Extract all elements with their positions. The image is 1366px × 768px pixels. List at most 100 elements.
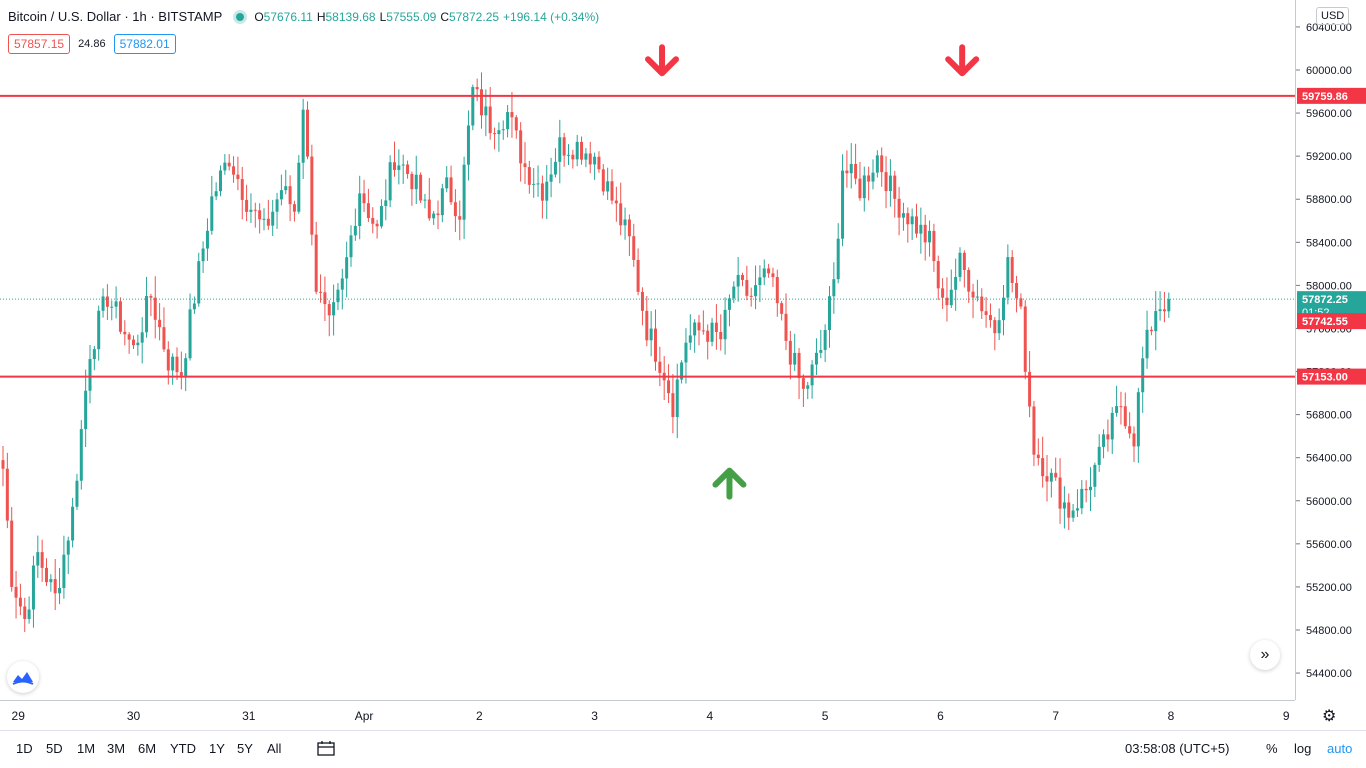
candle-body (1106, 434, 1110, 440)
candle-body (1089, 486, 1092, 491)
timeframe-5y[interactable]: 5Y (237, 741, 253, 756)
timeframe-1y[interactable]: 1Y (209, 741, 225, 756)
candle-body (192, 303, 196, 310)
candle-body (532, 183, 536, 185)
candle-body (62, 554, 66, 589)
candle-body (1045, 476, 1049, 482)
candle-body (671, 393, 675, 418)
candle-body (423, 199, 427, 201)
candle-body (262, 218, 266, 220)
date-range-icon[interactable] (317, 741, 335, 757)
candle-body (1162, 309, 1166, 312)
candle-body (754, 285, 758, 297)
candle-body (166, 349, 170, 371)
price-axis[interactable]: 54400.00 54800.00 55200.00 55600.00 56000.00… (1295, 0, 1366, 700)
price-tick-label: 58800.00 (1306, 194, 1352, 206)
price-tick-label: 58000.00 (1306, 280, 1352, 292)
spread-value: 24.86 (78, 38, 106, 50)
candle-body (249, 209, 253, 212)
candle-body (175, 356, 179, 373)
log-scale-toggle[interactable]: log (1294, 741, 1312, 756)
candle-body (619, 203, 623, 226)
candlestick-chart[interactable] (0, 0, 1295, 700)
candle-body (658, 361, 662, 373)
tradingview-logo-icon[interactable] (7, 661, 39, 693)
candle-body (954, 276, 958, 290)
candle-body (545, 181, 549, 201)
candle-body (388, 162, 392, 201)
candle-body (31, 565, 35, 610)
candle-body (336, 289, 340, 303)
arrow-down-icon-1 (645, 44, 680, 77)
candle-body (771, 273, 775, 278)
candle-body (915, 216, 918, 234)
candle-body (158, 319, 162, 328)
candle-body (253, 209, 257, 211)
timeframe-1d[interactable]: 1D (16, 741, 33, 756)
candle-body (749, 295, 753, 297)
candle-body (288, 186, 292, 205)
buy-price-button[interactable]: 57882.01 (113, 34, 176, 54)
candle-body (627, 219, 631, 237)
level-price-label-1-bg (1297, 87, 1366, 104)
candle-body (445, 177, 449, 189)
candle-body (536, 183, 540, 185)
candle-body (823, 330, 827, 350)
auto-scale-toggle[interactable]: auto (1327, 741, 1353, 756)
candle-body (501, 129, 505, 131)
timeframe-all[interactable]: All (267, 741, 282, 756)
candle-body (841, 170, 845, 239)
price-tick-label: 54800.00 (1306, 625, 1352, 637)
candle-body (79, 429, 83, 481)
settings-gear-icon[interactable]: ⚙ (1322, 708, 1337, 725)
clock-timezone[interactable]: 03:58:08 (UTC+5) (1125, 741, 1230, 756)
sell-price-button[interactable]: 57857.15 (8, 34, 71, 54)
timeframe-ytd[interactable]: YTD (170, 741, 196, 756)
candle-body (219, 170, 222, 192)
candle-body (75, 480, 79, 507)
candle-body (884, 172, 888, 192)
candle-body (649, 328, 653, 341)
symbol-legend: Bitcoin / U.S. Dollar · 1h · BITSTAMP O5… (8, 9, 603, 24)
candle-body (984, 311, 988, 316)
candle-body (162, 327, 166, 350)
time-axis[interactable]: 29 30 31 Apr 2 3 4 5 6 7 8 9 (0, 700, 1295, 730)
candle-body (340, 278, 344, 290)
candle-body (275, 199, 279, 212)
candle-body (606, 181, 610, 192)
candle-body (967, 270, 971, 292)
timeframe-5d[interactable]: 5D (46, 741, 63, 756)
candle-body (897, 198, 901, 218)
timeframe-6m[interactable]: 6M (138, 741, 157, 756)
candle-body (440, 188, 444, 216)
candle-body (197, 261, 201, 304)
candle-body (45, 567, 48, 583)
candle-body (510, 112, 514, 118)
candle-body (971, 291, 975, 298)
price-tick-label: 55200.00 (1306, 582, 1352, 594)
currency-button[interactable]: USD (1316, 7, 1350, 25)
candle-body (736, 274, 740, 287)
scroll-to-realtime-button[interactable]: » (1250, 640, 1280, 670)
candle-body (727, 298, 731, 310)
time-axis-scale[interactable]: 29 30 31 Apr 2 3 4 5 6 7 8 9 (0, 701, 1295, 731)
timeframe-1m[interactable]: 1M (77, 741, 96, 756)
timeframe-3m[interactable]: 3M (107, 741, 126, 756)
time-tick-label: 5 (822, 709, 829, 723)
candle-body (1058, 477, 1062, 509)
candle-body (832, 279, 836, 297)
level-price-label-1: 59759.86 (1302, 91, 1348, 103)
candle-body (810, 364, 814, 386)
percent-scale-toggle[interactable]: % (1266, 741, 1278, 756)
candle-body (132, 339, 135, 346)
symbol-title[interactable]: Bitcoin / U.S. Dollar · 1h · BITSTAMP (8, 9, 223, 24)
candle-body (393, 162, 396, 170)
candle-body (436, 213, 440, 216)
legend-change: +196.14 (+0.34%) (503, 9, 600, 24)
price-axis-scale[interactable]: 54400.00 54800.00 55200.00 55600.00 56000.00… (1296, 0, 1366, 700)
candle-body (301, 109, 305, 163)
chart-pane[interactable] (0, 0, 1295, 700)
candle-body (53, 579, 57, 594)
candle-body (223, 162, 227, 171)
candle-body (901, 213, 905, 218)
